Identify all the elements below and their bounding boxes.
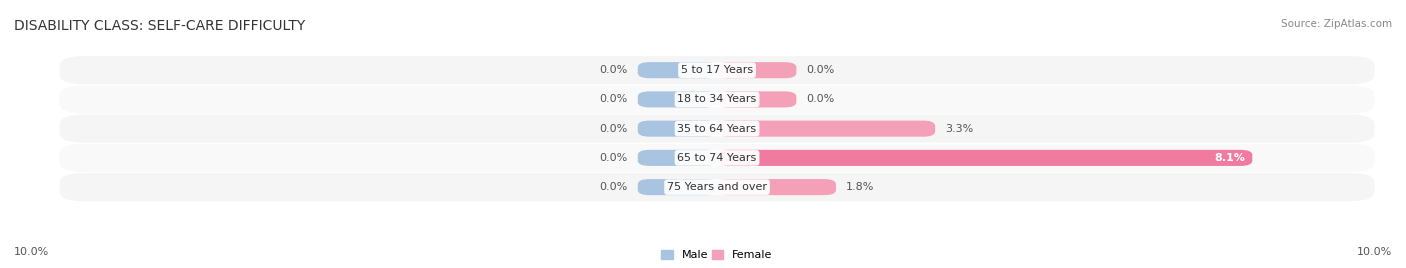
Text: 8.1%: 8.1%	[1215, 153, 1246, 163]
Text: 0.0%: 0.0%	[599, 94, 628, 105]
Text: DISABILITY CLASS: SELF-CARE DIFFICULTY: DISABILITY CLASS: SELF-CARE DIFFICULTY	[14, 19, 305, 33]
FancyBboxPatch shape	[717, 91, 796, 107]
FancyBboxPatch shape	[638, 91, 717, 107]
FancyBboxPatch shape	[638, 121, 717, 137]
Text: 65 to 74 Years: 65 to 74 Years	[678, 153, 756, 163]
FancyBboxPatch shape	[59, 173, 1375, 201]
Text: 0.0%: 0.0%	[599, 124, 628, 134]
FancyBboxPatch shape	[717, 150, 1253, 166]
FancyBboxPatch shape	[638, 62, 717, 78]
FancyBboxPatch shape	[717, 179, 837, 195]
FancyBboxPatch shape	[59, 115, 1375, 143]
Text: 18 to 34 Years: 18 to 34 Years	[678, 94, 756, 105]
FancyBboxPatch shape	[59, 56, 1375, 84]
FancyBboxPatch shape	[59, 85, 1375, 113]
Legend: Male, Female: Male, Female	[657, 245, 778, 265]
Text: 0.0%: 0.0%	[806, 65, 835, 75]
Text: 75 Years and over: 75 Years and over	[666, 182, 768, 192]
FancyBboxPatch shape	[59, 144, 1375, 172]
FancyBboxPatch shape	[638, 150, 717, 166]
Text: 1.8%: 1.8%	[846, 182, 875, 192]
Text: Source: ZipAtlas.com: Source: ZipAtlas.com	[1281, 19, 1392, 29]
Text: 5 to 17 Years: 5 to 17 Years	[681, 65, 754, 75]
Text: 0.0%: 0.0%	[806, 94, 835, 105]
Text: 10.0%: 10.0%	[1357, 247, 1392, 257]
Text: 0.0%: 0.0%	[599, 153, 628, 163]
Text: 0.0%: 0.0%	[599, 182, 628, 192]
Text: 3.3%: 3.3%	[945, 124, 973, 134]
FancyBboxPatch shape	[638, 179, 717, 195]
FancyBboxPatch shape	[717, 62, 796, 78]
Text: 10.0%: 10.0%	[14, 247, 49, 257]
FancyBboxPatch shape	[717, 121, 935, 137]
Text: 35 to 64 Years: 35 to 64 Years	[678, 124, 756, 134]
Text: 0.0%: 0.0%	[599, 65, 628, 75]
